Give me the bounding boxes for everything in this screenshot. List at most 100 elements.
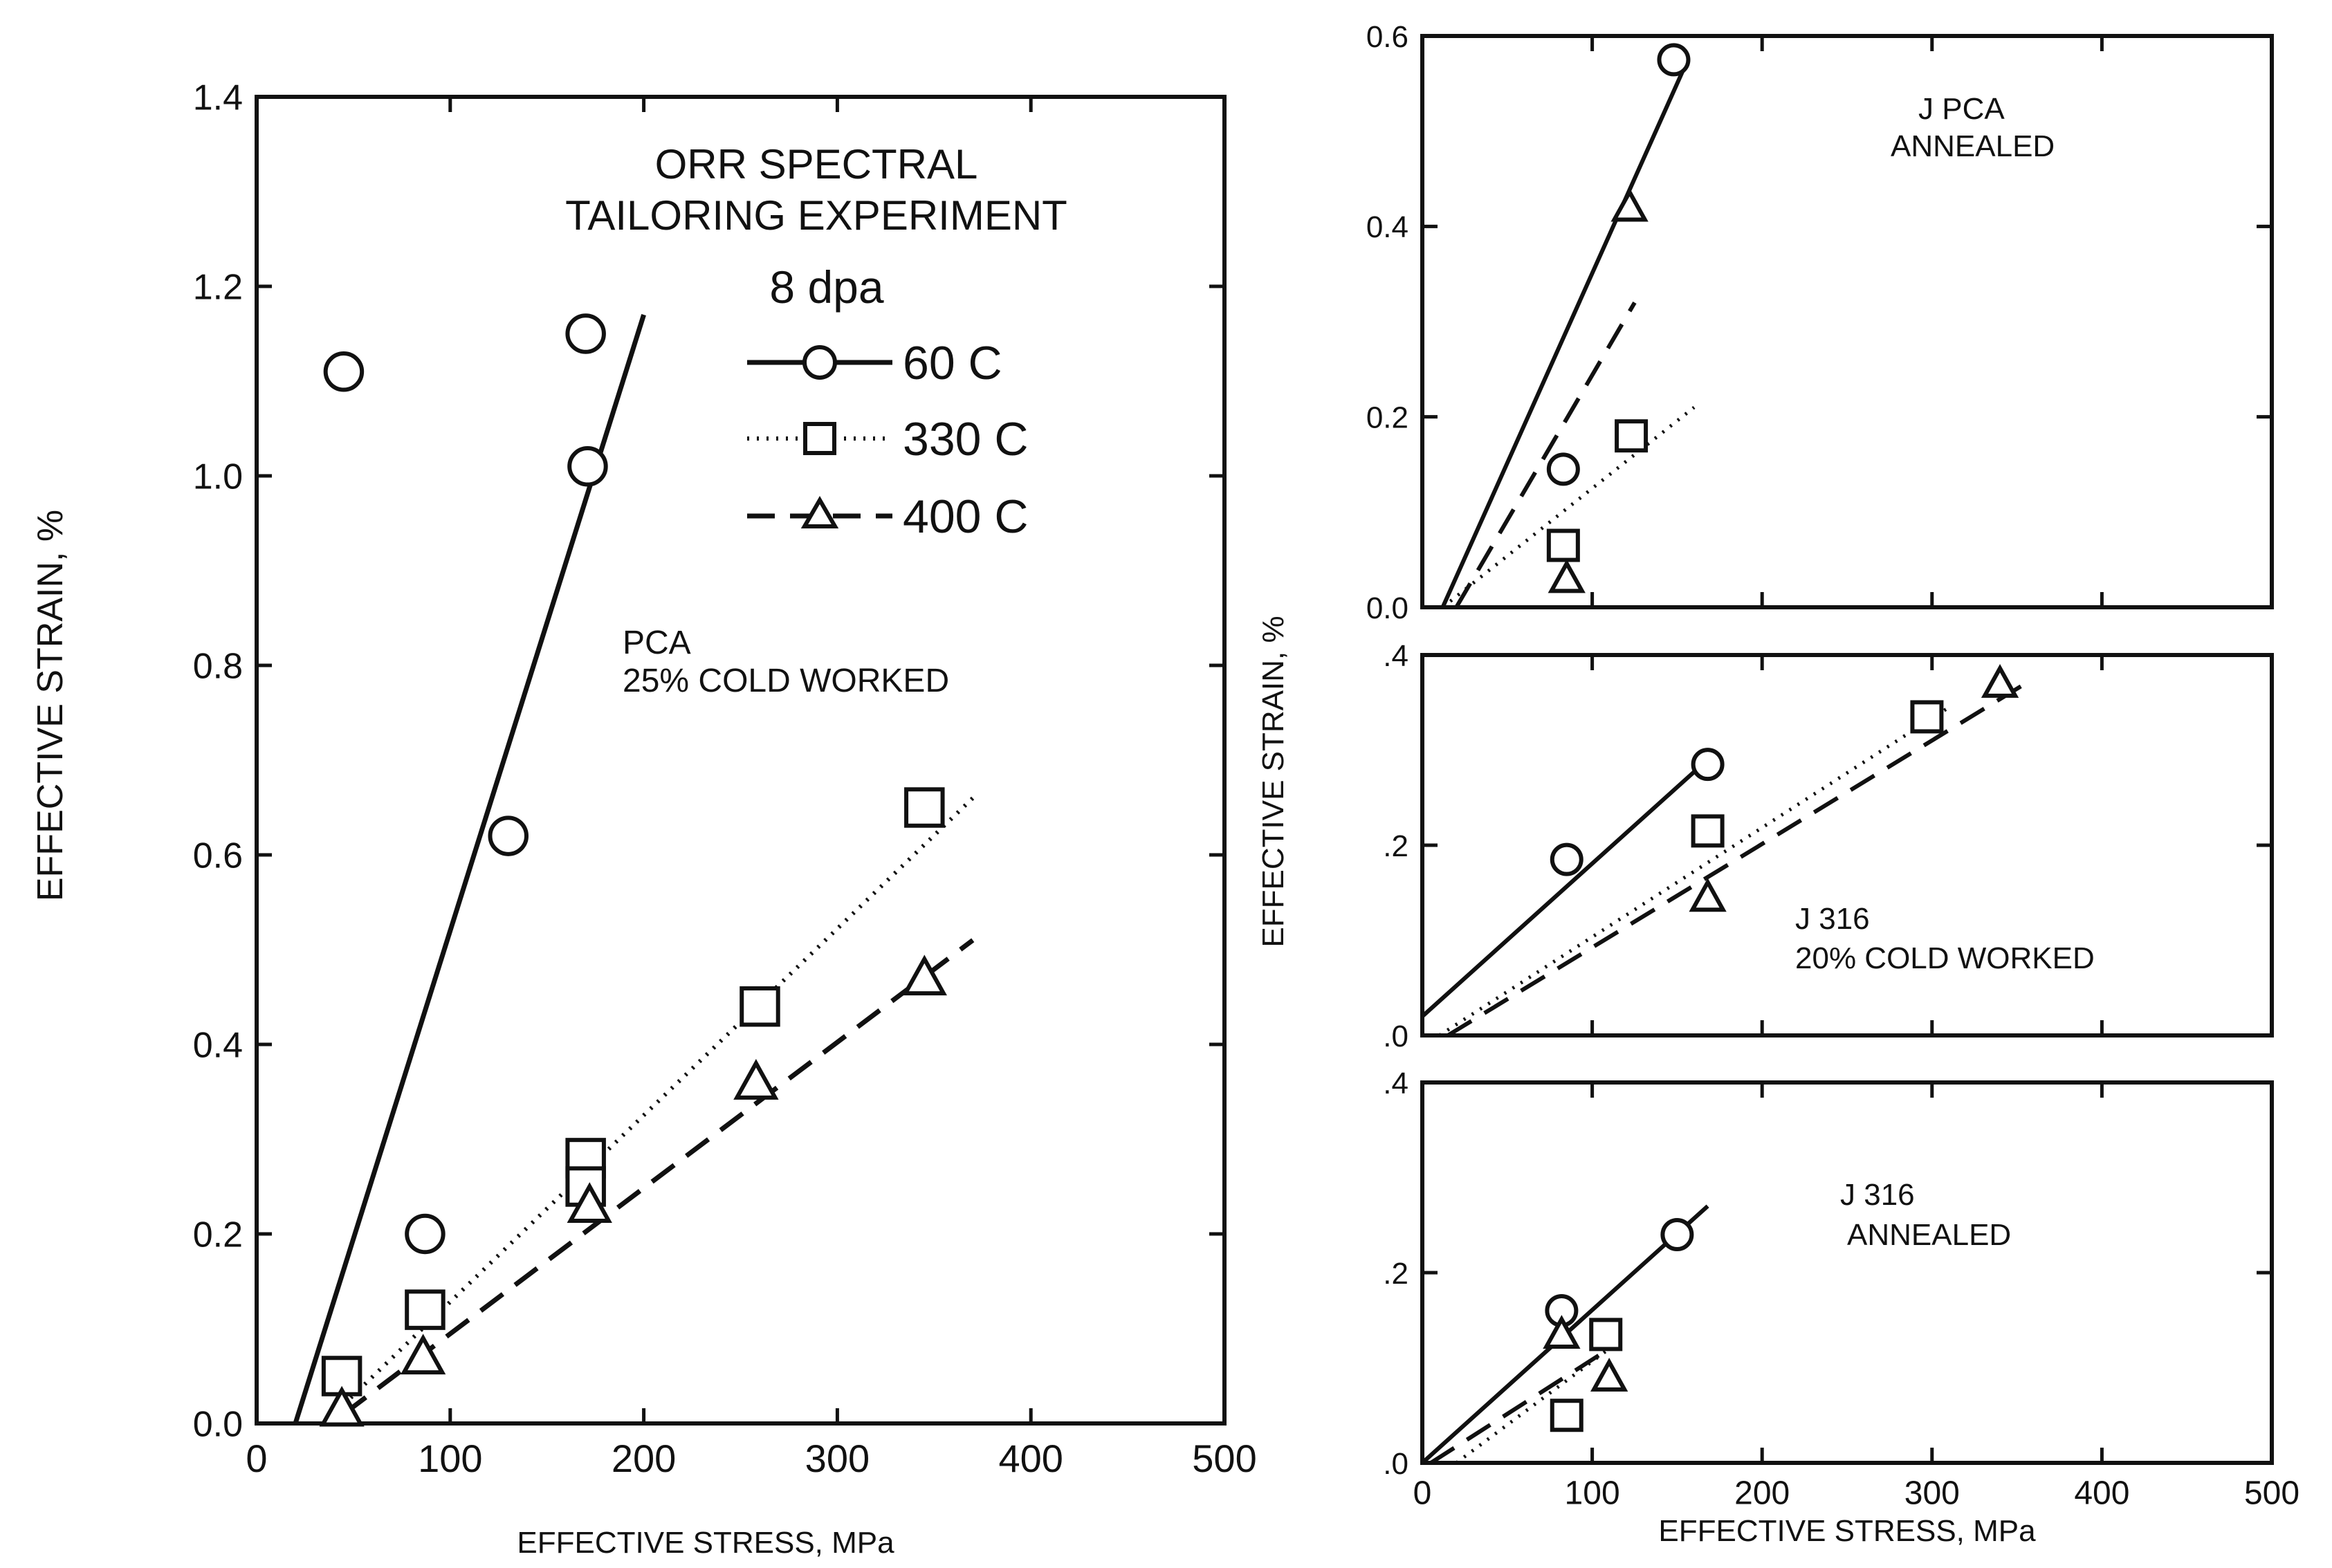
triangle-marker-icon (800, 496, 839, 528)
y-axis-title-left: EFFECTIVE STRAIN, % (30, 510, 71, 901)
data-point-triangle (1981, 664, 2019, 698)
y-tick-label: 0.0 (193, 1405, 243, 1445)
x-tick-label: 100 (1565, 1475, 1620, 1511)
y-tick-label: 0.2 (1366, 401, 1408, 435)
x-tick-label: 400 (2074, 1475, 2129, 1511)
square-marker-icon (803, 422, 836, 455)
legend-title-line-1: ORR SPECTRAL (655, 141, 978, 187)
data-point-triangle (1689, 878, 1727, 912)
fit-line-dotted (342, 796, 975, 1406)
x-axis-title-right: EFFECTIVE STRESS, MPa (1658, 1514, 2036, 1548)
data-point-circle (1657, 43, 1691, 77)
y-tick-label: .0 (1383, 1020, 1408, 1053)
legend-item-330c: 330 C (747, 413, 1028, 465)
panel-label-line-2: 20% COLD WORKED (1795, 941, 2095, 975)
data-point-square (1691, 814, 1725, 848)
data-point-square (740, 986, 780, 1027)
y-tick-label: 0.4 (1366, 210, 1408, 244)
y-tick-label: 0.6 (193, 836, 243, 876)
data-point-square (1910, 700, 1944, 734)
data-point-circle (567, 446, 608, 487)
data-point-circle (488, 815, 529, 856)
x-tick-label: 100 (418, 1437, 482, 1480)
y-tick-label: 0.6 (1366, 20, 1408, 54)
data-point-triangle (733, 1059, 779, 1100)
plot-frame (255, 95, 1227, 1426)
y-axis-title-right: EFFECTIVE STRAIN, % (1256, 616, 1290, 947)
panel-label-line-1: J 316 (1840, 1178, 1915, 1212)
data-point-square (1615, 419, 1649, 453)
y-tick-label: .0 (1383, 1447, 1408, 1481)
fit-line-dotted (1438, 705, 1950, 1037)
data-points (319, 313, 947, 1427)
axis-tick-labels: 0.0 0.2 0.4 0.6 0.8 1.0 1.2 1.4 0 100 200 300 400 500 (193, 78, 1257, 1480)
y-tick-label: .2 (1383, 1257, 1408, 1291)
legend-label-400c: 400 C (903, 490, 1028, 543)
data-point-square (904, 787, 945, 828)
y-tick-label: .4 (1383, 639, 1408, 673)
axis-ticks (1422, 655, 2272, 1035)
panel-label-line-1: J PCA (1918, 92, 2005, 126)
data-point-triangle (567, 1182, 612, 1223)
panel-label-line-2: 25% COLD WORKED (623, 663, 949, 699)
axis-tick-labels: .0 .2 .4 0 100 200 300 400 500 (1383, 1067, 2299, 1512)
fit-lines (1420, 681, 2027, 1037)
axis-ticks (1422, 36, 2272, 607)
data-point-triangle (901, 954, 947, 996)
data-point-square (1546, 528, 1580, 562)
data-point-square (1550, 1399, 1583, 1432)
axis-tick-labels: 0.0 0.2 0.4 0.6 (1366, 20, 1408, 625)
legend-item-400c: 400 C (747, 490, 1028, 543)
data-point-circle (323, 351, 365, 392)
plot-frame (1420, 653, 2274, 1037)
legend-item-60c: 60 C (747, 337, 1002, 389)
data-point-circle (405, 1213, 446, 1255)
data-point-circle (1691, 748, 1725, 782)
panel-j316-annealed: .0 .2 .4 0 100 200 300 400 500 J 316 ANNEALED (1383, 1067, 2299, 1512)
x-tick-label: 500 (2244, 1475, 2299, 1511)
y-tick-label: 0.4 (193, 1026, 243, 1066)
y-tick-label: 1.0 (193, 457, 243, 497)
x-tick-label: 400 (998, 1437, 1063, 1480)
plot-frame (1420, 1080, 2274, 1465)
legend-label-330c: 330 C (903, 413, 1028, 465)
fit-line-dashed (1454, 301, 1637, 609)
data-point-triangle (1590, 1358, 1628, 1392)
fit-line-dashed (1429, 1347, 1610, 1465)
x-tick-label: 500 (1192, 1437, 1256, 1480)
fit-lines (1440, 64, 1696, 609)
x-tick-label: 200 (612, 1437, 676, 1480)
fit-line-solid (1440, 64, 1688, 609)
data-points (1543, 1218, 1694, 1432)
axis-tick-labels: .0 .2 .4 (1383, 639, 1408, 1053)
data-point-circle (1660, 1218, 1694, 1251)
x-tick-label: 300 (1904, 1475, 1960, 1511)
x-tick-label: 200 (1734, 1475, 1790, 1511)
panel-label-line-1: J 316 (1795, 902, 1870, 936)
fit-line-solid (1420, 758, 1709, 1018)
panel-j316-cold-worked: .0 .2 .4 J 316 20% COLD WORKED (1383, 639, 2274, 1053)
panel-label-line-2: ANNEALED (1891, 129, 2055, 163)
panel-label-line-1: PCA (623, 625, 691, 661)
y-tick-label: .2 (1383, 829, 1408, 863)
plot-frame (1420, 34, 2274, 609)
data-point-triangle (1610, 187, 1649, 222)
data-points (1550, 664, 2019, 912)
x-tick-label: 0 (1413, 1475, 1432, 1511)
fit-lines (293, 314, 975, 1425)
y-tick-label: 0.2 (193, 1215, 243, 1255)
legend-label-60c: 60 C (903, 337, 1002, 389)
fit-line-dashed (342, 938, 975, 1417)
data-point-triangle (400, 1334, 446, 1375)
x-tick-label: 0 (246, 1437, 267, 1480)
fit-line-dashed (1447, 681, 2027, 1037)
axis-ticks (1422, 1082, 2272, 1463)
x-axis-title-left: EFFECTIVE STRESS, MPa (517, 1526, 894, 1560)
data-point-triangle (319, 1385, 365, 1427)
data-points (1546, 43, 1691, 593)
y-tick-label: .4 (1383, 1067, 1408, 1100)
panel-label-line-2: ANNEALED (1847, 1218, 2011, 1252)
data-point-square (405, 1289, 446, 1330)
axis-ticks (257, 97, 1224, 1423)
